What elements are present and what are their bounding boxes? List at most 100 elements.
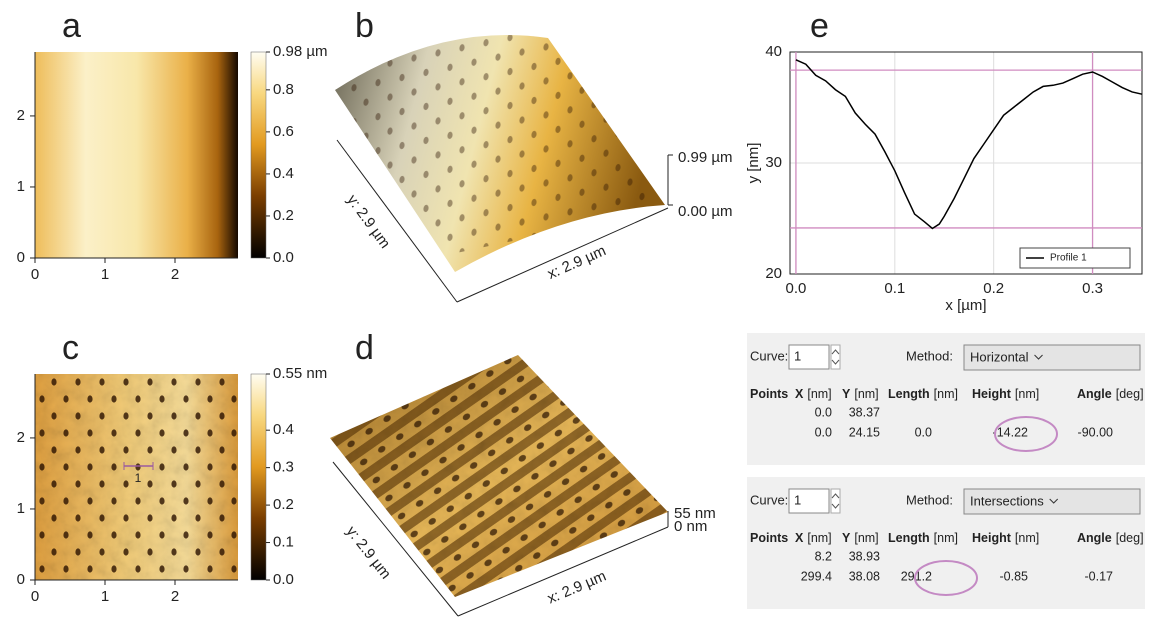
table-cell: 38.08 bbox=[849, 569, 880, 583]
x-tick-label: 0.0 bbox=[786, 280, 807, 297]
method-value: Intersections bbox=[970, 493, 1044, 508]
column-name: Length bbox=[888, 531, 930, 545]
legend-box bbox=[1019, 247, 1131, 269]
method-value: Horizontal bbox=[970, 349, 1029, 364]
colorbar-label: 0.55 nm bbox=[273, 365, 327, 382]
z-label: 0.99 µm bbox=[678, 149, 733, 166]
table-cell: 0.0 bbox=[815, 405, 832, 419]
column-unit: [deg] bbox=[1116, 531, 1144, 545]
highlight bbox=[994, 416, 1058, 452]
column-unit: [nm] bbox=[807, 387, 831, 401]
column-unit: [nm] bbox=[1015, 387, 1039, 401]
y-tick-label: 1 bbox=[17, 178, 25, 195]
dropdown-chevron bbox=[1049, 498, 1059, 504]
table-cell: 291.2 bbox=[901, 569, 932, 583]
z-label: 55 nm bbox=[674, 505, 716, 522]
column-header: Points bbox=[750, 531, 788, 545]
y-tick-label: 2 bbox=[17, 107, 25, 124]
axis-line bbox=[336, 139, 458, 303]
axis-label: y: 2.9 µm bbox=[343, 523, 395, 582]
table-cell: 8.2 bbox=[815, 549, 832, 563]
curve-input bbox=[788, 488, 830, 514]
spinner-arrows bbox=[831, 493, 840, 509]
axis-line bbox=[332, 461, 459, 617]
x-axis-label: x [µm] bbox=[945, 297, 986, 314]
field-label: Curve: bbox=[750, 492, 788, 507]
colorbar bbox=[250, 51, 267, 259]
x-tick-label: 0.1 bbox=[884, 280, 905, 297]
colorbar-label: 0.4 bbox=[273, 165, 294, 182]
table-cell: -0.17 bbox=[1085, 569, 1114, 583]
y-tick-label: 2 bbox=[17, 429, 25, 446]
table-cell: 0.0 bbox=[815, 425, 832, 439]
colorbar bbox=[250, 373, 267, 581]
colorbar-label: 0.4 bbox=[273, 421, 294, 438]
x-tick-label: 1 bbox=[101, 266, 109, 283]
column-unit: [nm] bbox=[934, 531, 958, 545]
column-name: Y bbox=[842, 531, 851, 545]
column-header: Angle [deg] bbox=[1077, 387, 1144, 401]
column-name: Points bbox=[750, 387, 788, 401]
column-name: Height bbox=[972, 387, 1012, 401]
column-name: Y bbox=[842, 387, 851, 401]
column-header: Angle [deg] bbox=[1077, 531, 1144, 545]
colorbar-label: 0.6 bbox=[273, 123, 294, 140]
colorbar-label: 0.3 bbox=[273, 459, 294, 476]
colorbar-label: 0.2 bbox=[273, 496, 294, 513]
axis-label: x: 2.9 µm bbox=[545, 568, 609, 608]
method-dropdown[interactable] bbox=[963, 344, 1141, 371]
height-map bbox=[35, 374, 238, 580]
x-tick-label: 0 bbox=[31, 588, 39, 605]
map-pits bbox=[35, 374, 238, 580]
surface-pits bbox=[335, 34, 665, 273]
colorbar-label: 0.98 µm bbox=[273, 43, 328, 60]
column-header: Length [nm] bbox=[888, 531, 958, 545]
z-label: 0 nm bbox=[674, 518, 707, 535]
field-label: Curve: bbox=[750, 348, 788, 363]
profile-line bbox=[795, 59, 1143, 230]
column-header: Y [nm] bbox=[842, 387, 879, 401]
column-header: X [nm] bbox=[795, 531, 832, 545]
column-header: X [nm] bbox=[795, 387, 832, 401]
column-name: Height bbox=[972, 531, 1012, 545]
curve-input bbox=[788, 344, 830, 370]
x-tick-label: 2 bbox=[171, 266, 179, 283]
axis-line bbox=[456, 207, 669, 303]
z-label: 0.00 µm bbox=[678, 203, 733, 220]
column-unit: [nm] bbox=[854, 387, 878, 401]
column-unit: [nm] bbox=[854, 531, 878, 545]
y-axis-label: y [nm] bbox=[745, 143, 762, 184]
column-header: Height [nm] bbox=[972, 387, 1039, 401]
field-label: Method: bbox=[906, 348, 953, 363]
table-cell: 0.0 bbox=[915, 425, 932, 439]
dropdown-chevron bbox=[1034, 354, 1043, 360]
column-header: Y [nm] bbox=[842, 531, 879, 545]
panel-label: e bbox=[810, 7, 829, 45]
table-cell: -90.00 bbox=[1078, 425, 1113, 439]
column-name: X bbox=[795, 387, 804, 401]
x-tick-label: 1 bbox=[101, 588, 109, 605]
column-name: Angle bbox=[1077, 387, 1112, 401]
x-tick-label: 0.2 bbox=[983, 280, 1004, 297]
column-name: Length bbox=[888, 387, 930, 401]
column-name: Angle bbox=[1077, 531, 1112, 545]
panel-label: b bbox=[355, 7, 374, 45]
column-header: Length [nm] bbox=[888, 387, 958, 401]
colorbar-label: 0.2 bbox=[273, 207, 294, 224]
panel-label: c bbox=[62, 329, 79, 367]
x-tick-label: 0.3 bbox=[1082, 280, 1103, 297]
column-unit: [nm] bbox=[1015, 531, 1039, 545]
axis-line bbox=[457, 526, 669, 617]
spinner bbox=[830, 488, 841, 514]
column-header: Height [nm] bbox=[972, 531, 1039, 545]
y-tick-label: 1 bbox=[17, 500, 25, 517]
table-cell: 24.15 bbox=[849, 425, 880, 439]
highlight bbox=[914, 560, 978, 596]
colorbar-label: 0.8 bbox=[273, 81, 294, 98]
curve-value: 1 bbox=[794, 492, 801, 507]
panel-label: a bbox=[62, 7, 81, 45]
x-tick-label: 2 bbox=[171, 588, 179, 605]
legend-label: Profile 1 bbox=[1050, 253, 1087, 264]
y-tick-label: 0 bbox=[17, 571, 25, 588]
